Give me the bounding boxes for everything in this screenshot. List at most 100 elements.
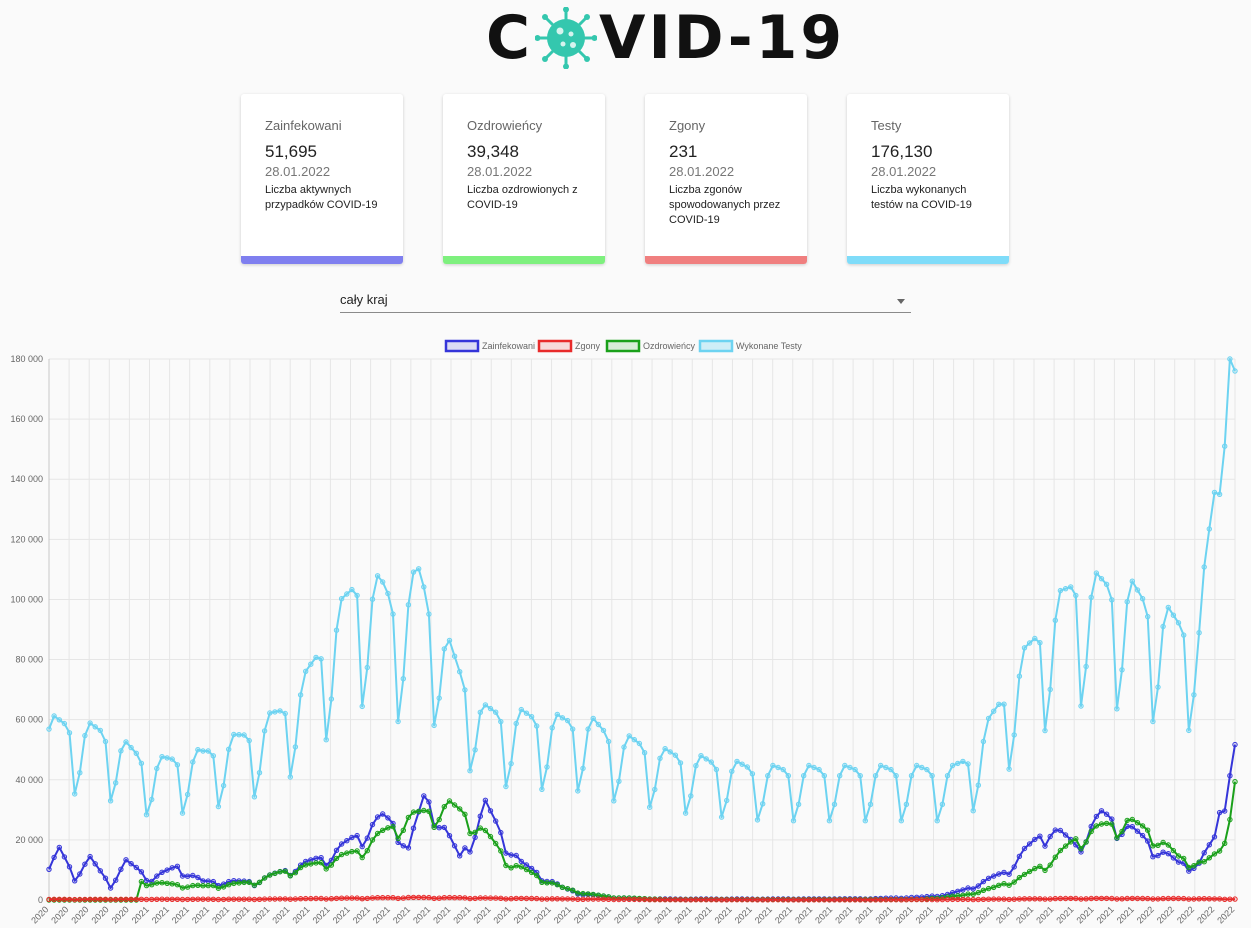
data-point <box>1011 732 1017 738</box>
data-point <box>1011 864 1017 870</box>
data-point <box>549 896 555 902</box>
data-point <box>297 896 304 902</box>
data-point <box>1073 895 1079 902</box>
data-point <box>107 896 114 903</box>
data-point <box>985 896 992 902</box>
data-point <box>46 896 52 903</box>
x-tick-label: 2021 <box>1054 904 1075 925</box>
data-point <box>426 799 432 805</box>
data-point <box>359 854 365 861</box>
data-point <box>61 720 68 727</box>
x-tick-label: 2021 <box>652 904 673 925</box>
data-point <box>164 896 170 902</box>
data-point <box>1201 564 1207 570</box>
data-point <box>744 764 750 770</box>
data-point <box>169 881 175 887</box>
card-infected: Zainfekowani 51,695 28.01.2022 Liczba ak… <box>241 94 403 264</box>
data-point <box>944 896 951 903</box>
data-point <box>1073 592 1079 599</box>
data-point <box>903 801 910 807</box>
data-point <box>528 895 535 902</box>
chevron-down-icon[interactable] <box>897 299 905 304</box>
data-point <box>61 896 68 902</box>
data-point <box>195 874 201 881</box>
data-point <box>1155 842 1161 848</box>
data-point <box>862 897 868 903</box>
data-point <box>416 808 422 814</box>
x-tick-label: 2021 <box>471 904 492 925</box>
data-point <box>369 821 376 828</box>
data-point <box>631 896 637 903</box>
data-point <box>487 808 494 814</box>
data-point <box>277 896 283 902</box>
data-point <box>965 885 971 891</box>
y-tick-label: 0 <box>38 895 43 905</box>
data-point <box>790 897 797 903</box>
region-select[interactable]: cały kraj <box>340 290 911 313</box>
data-point <box>390 611 396 617</box>
data-point <box>292 870 299 876</box>
data-point <box>693 763 699 769</box>
data-point <box>559 896 566 902</box>
data-point <box>600 896 607 902</box>
x-tick-label: 2021 <box>873 904 894 925</box>
data-point <box>682 810 689 816</box>
data-point <box>919 764 925 771</box>
data-point <box>426 808 432 814</box>
data-point <box>431 722 437 729</box>
data-point <box>970 891 976 897</box>
data-point <box>1114 896 1120 902</box>
data-point <box>313 654 319 661</box>
data-point <box>374 814 381 820</box>
data-point <box>980 878 987 885</box>
logo-text-right: VID-19 <box>599 3 846 73</box>
data-point <box>636 896 643 903</box>
data-point <box>513 720 519 727</box>
data-point <box>1129 578 1136 584</box>
legend-label: Zainfekowani <box>482 341 535 351</box>
data-point <box>903 897 910 903</box>
data-point <box>523 862 530 868</box>
x-tick-label: 2022 <box>1175 904 1196 925</box>
data-point <box>1011 896 1017 902</box>
data-point <box>364 835 370 841</box>
data-point <box>965 761 971 767</box>
data-point <box>292 896 299 902</box>
data-point <box>267 710 273 716</box>
data-point <box>1042 727 1048 734</box>
data-point <box>272 896 278 902</box>
data-point <box>61 854 68 860</box>
data-point <box>395 895 401 902</box>
data-point <box>1021 645 1028 651</box>
data-point <box>313 855 319 861</box>
data-point <box>446 637 453 644</box>
data-point <box>1098 576 1105 582</box>
data-point <box>1062 843 1069 849</box>
x-tick-label: 2021 <box>331 904 352 925</box>
data-point <box>410 569 417 575</box>
data-point <box>929 896 935 903</box>
data-point <box>333 847 340 853</box>
data-point <box>1078 846 1084 852</box>
x-tick-label: 2021 <box>753 904 774 925</box>
data-point <box>1160 623 1166 630</box>
data-point <box>1139 832 1146 839</box>
x-tick-label: 2021 <box>773 904 794 925</box>
data-point <box>641 896 648 903</box>
data-point <box>996 871 1002 877</box>
data-point <box>190 872 196 879</box>
data-point <box>338 841 345 847</box>
data-point <box>1201 850 1207 856</box>
data-point <box>1145 838 1151 844</box>
data-point <box>374 830 381 837</box>
data-point <box>385 825 391 831</box>
data-point <box>539 879 545 885</box>
data-point <box>1093 823 1100 829</box>
data-point <box>518 895 524 902</box>
data-point <box>457 806 463 812</box>
x-tick-label: 2021 <box>1074 904 1095 925</box>
data-point <box>1160 895 1166 902</box>
data-point <box>477 709 483 715</box>
data-point <box>1021 845 1028 852</box>
data-point <box>51 854 57 861</box>
